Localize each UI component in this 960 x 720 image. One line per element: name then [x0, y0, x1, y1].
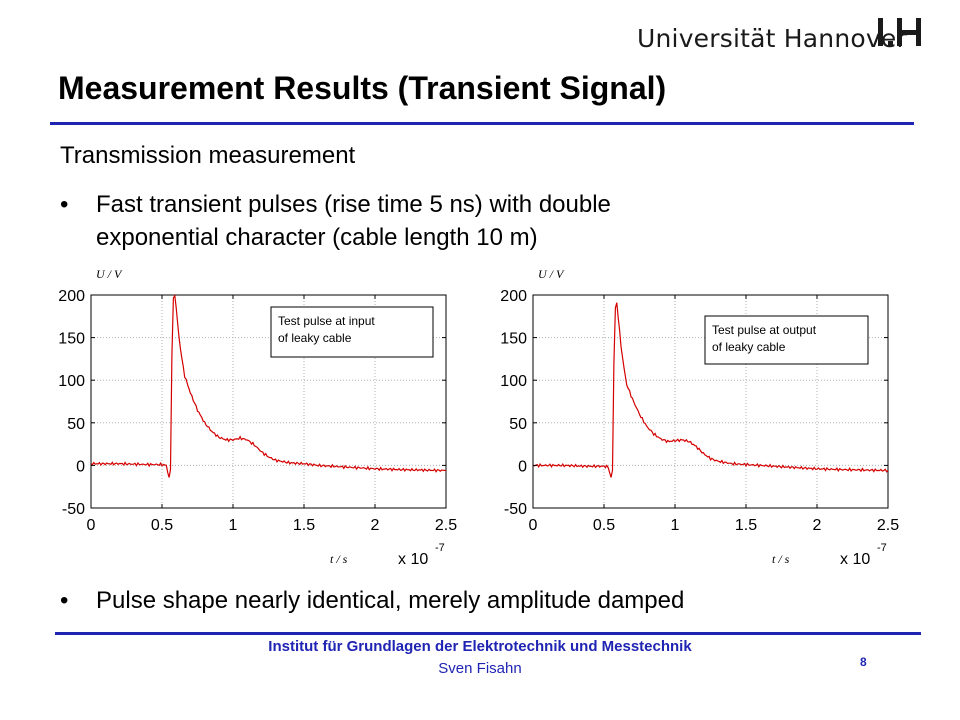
bullet-1-line-2: exponential character (cable length 10 m…	[96, 224, 538, 251]
university-logo	[878, 18, 921, 46]
page-number: 8	[860, 655, 867, 669]
y-tick-label: 200	[58, 288, 85, 305]
y-tick-label: 200	[500, 288, 527, 305]
bullet-1-line-1: Fast transient pulses (rise time 5 ns) w…	[96, 191, 611, 218]
y-tick-label: 150	[500, 331, 527, 348]
output-pulse-trace	[532, 302, 889, 478]
y-tick-label: 100	[500, 373, 527, 390]
legend-line-1: Test pulse at input	[278, 314, 375, 328]
legend-line-2: of leaky cable	[712, 340, 786, 354]
y-tick-label: 100	[58, 373, 85, 390]
footer-institute: Institut für Grundlagen der Elektrotechn…	[268, 638, 692, 655]
title-rule	[50, 122, 914, 125]
x-tick-label: 0	[87, 517, 96, 534]
x-tick-label: 2.5	[877, 517, 899, 534]
bullet-dot: •	[60, 587, 69, 614]
x-tick-label: 1	[229, 517, 238, 534]
legend-box: Test pulse at output of leaky cable	[704, 315, 869, 365]
x-tick-label: 1.5	[293, 517, 315, 534]
slide-subtitle: Transmission measurement	[60, 142, 356, 169]
y-tick-label: 50	[509, 416, 527, 433]
x-tick-label: 0.5	[593, 517, 615, 534]
slide-title: Measurement Results (Transient Signal)	[58, 70, 667, 106]
footer-author: Sven Fisahn	[438, 660, 522, 677]
x-tick-label: 2	[813, 517, 822, 534]
y-tick-label: -50	[504, 501, 527, 518]
university-name: Universität Hannover	[637, 24, 907, 53]
x-multiplier-exponent: -7	[435, 542, 445, 554]
input-pulse-trace	[90, 293, 447, 478]
y-tick-label: 0	[76, 458, 85, 475]
x-tick-label: 2.5	[435, 517, 457, 534]
legend-box: Test pulse at input of leaky cable	[270, 306, 434, 358]
x-axis-label: t / s	[330, 552, 348, 566]
x-tick-label: 0	[529, 517, 538, 534]
legend-line-1: Test pulse at output	[712, 323, 817, 337]
legend-line-2: of leaky cable	[278, 331, 352, 345]
x-multiplier: x 10	[398, 551, 428, 568]
x-multiplier-exponent: -7	[877, 542, 887, 554]
x-tick-label: 0.5	[151, 517, 173, 534]
x-tick-label: 2	[371, 517, 380, 534]
x-tick-label: 1.5	[735, 517, 757, 534]
y-tick-label: -50	[62, 501, 85, 518]
y-tick-label: 150	[58, 331, 85, 348]
y-tick-label: 50	[67, 416, 85, 433]
y-axis-label: U / V	[538, 267, 565, 281]
x-tick-label: 1	[671, 517, 680, 534]
bullet-2-text: Pulse shape nearly identical, merely amp…	[96, 587, 685, 614]
x-multiplier: x 10	[840, 551, 870, 568]
x-axis-label: t / s	[772, 552, 790, 566]
bullet-dot: •	[60, 191, 69, 218]
footer-rule	[55, 632, 921, 635]
y-axis-label: U / V	[96, 267, 123, 281]
y-tick-label: 0	[518, 458, 527, 475]
